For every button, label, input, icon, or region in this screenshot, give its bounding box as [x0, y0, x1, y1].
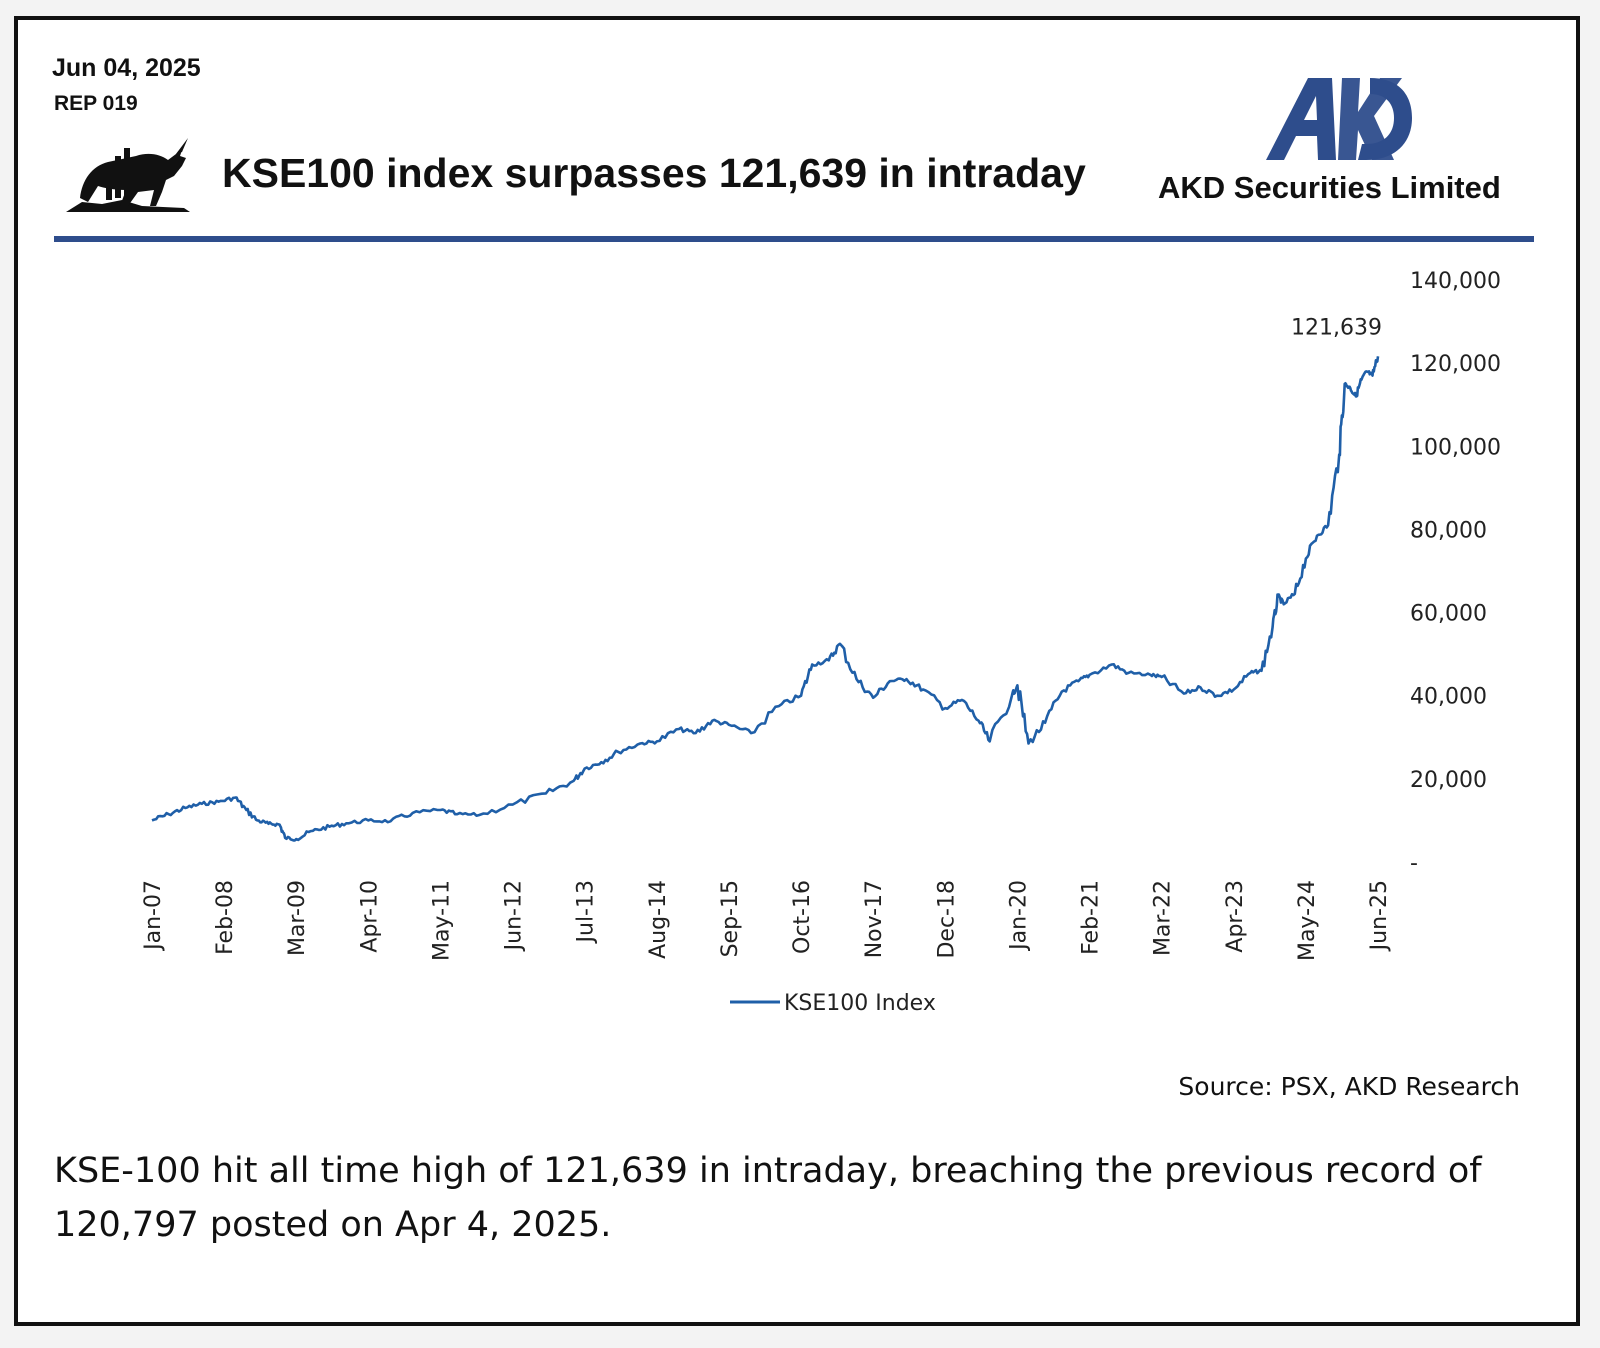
report-code: REP 019 — [54, 92, 138, 115]
series-line — [151, 356, 1380, 842]
x-tick-label: Feb-08 — [213, 880, 238, 955]
x-tick-label: Aug-14 — [646, 880, 671, 959]
x-tick-label: Oct-16 — [790, 880, 815, 954]
x-tick-label: Jan-07 — [141, 880, 166, 952]
x-tick-label: May-24 — [1295, 880, 1320, 961]
commentary-text: KSE-100 hit all time high of 121,639 in … — [54, 1151, 1482, 1245]
peak-annotation: 121,639 — [1291, 315, 1382, 340]
x-tick-label: Apr-23 — [1223, 880, 1248, 953]
x-tick-label: Sep-15 — [718, 880, 743, 957]
x-tick-label: Dec-18 — [934, 880, 959, 959]
y-tick-label: 120,000 — [1410, 352, 1501, 377]
y-tick-label: 80,000 — [1410, 518, 1487, 543]
page-title: KSE100 index surpasses 121,639 in intrad… — [222, 150, 1086, 196]
y-tick-label: 20,000 — [1410, 768, 1487, 793]
x-tick-label: Jul-13 — [574, 880, 599, 944]
x-tick-label: Mar-09 — [285, 880, 310, 956]
source-note: Source: PSX, AKD Research — [1178, 1072, 1520, 1101]
y-tick-label: - — [1410, 851, 1418, 876]
legend-label: KSE100 Index — [784, 991, 936, 1016]
report-card — [14, 16, 1580, 1326]
y-tick-label: 40,000 — [1410, 685, 1487, 710]
x-tick-label: Jun-25 — [1367, 880, 1392, 952]
x-tick-label: Mar-22 — [1151, 880, 1176, 956]
header-divider — [54, 236, 1534, 242]
x-tick-label: May-11 — [429, 880, 454, 961]
x-tick-label: Apr-10 — [357, 880, 382, 953]
x-tick-label: Feb-21 — [1079, 880, 1104, 955]
x-tick-label: Nov-17 — [862, 880, 887, 958]
y-tick-label: 140,000 — [1410, 269, 1501, 294]
kse100-line-chart: - 20,000 40,000 60,000 80,000 100,000 120,000 1… — [141, 269, 1501, 1016]
akd-logo — [1266, 78, 1412, 160]
y-tick-label: 100,000 — [1410, 435, 1501, 460]
company-name: AKD Securities Limited — [1158, 170, 1501, 205]
bull-icon — [66, 138, 190, 212]
y-tick-label: 60,000 — [1410, 602, 1487, 627]
x-tick-label: Jan-20 — [1006, 880, 1031, 952]
report-date: Jun 04, 2025 — [52, 54, 201, 82]
x-tick-label: Jun-12 — [502, 880, 527, 952]
